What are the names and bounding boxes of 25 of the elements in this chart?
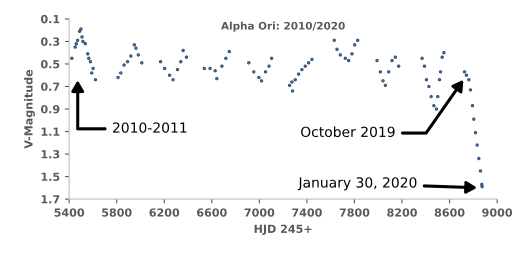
y-tick-label: 0.9 [40, 104, 60, 114]
y-tick-label: 1.5 [42, 172, 60, 181]
x-tick-label: 5400 [54, 208, 84, 217]
x-axis-title: HJD 245+ [254, 224, 312, 236]
annotation: October 2019 [301, 126, 395, 138]
annotation: January 30, 2020 [298, 177, 416, 190]
annotation: 2010-2011 [112, 122, 186, 133]
x-tick-label: 6600 [197, 208, 227, 217]
y-tick-label: 0.5 [40, 60, 60, 68]
y-tick-label: 0.3 [40, 37, 60, 46]
y-tick-label: 1.7 [42, 195, 60, 204]
x-tick-label: 7400 [292, 208, 322, 217]
y-tick-label: 1.3 [42, 150, 60, 158]
chart-title: Alpha Ori: 2010/2020 [221, 22, 345, 32]
y-axis-title: V-Magnitude [24, 70, 35, 149]
x-tick-label: 7000 [244, 208, 274, 217]
x-tick-label: 8600 [434, 208, 464, 217]
y-tick-label: 0.1 [40, 14, 60, 24]
y-tick-label: 0.7 [40, 82, 60, 91]
x-tick-label: 7800 [340, 208, 370, 217]
y-tick-label: 1.1 [42, 128, 60, 136]
x-tick-label: 6200 [149, 208, 180, 217]
x-tick-label: 9000 [482, 208, 512, 217]
x-tick-label: 8200 [387, 208, 417, 217]
x-tick-label: 5800 [102, 208, 132, 217]
